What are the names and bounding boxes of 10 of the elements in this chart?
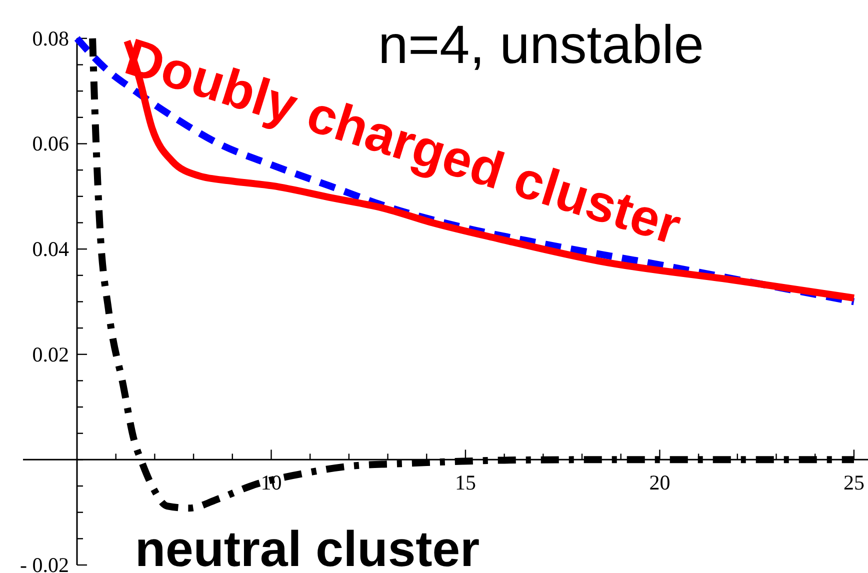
x-tick-label: 20 xyxy=(649,470,670,495)
x-tick-label: 25 xyxy=(843,470,864,495)
series-label: neutral cluster xyxy=(135,521,480,573)
y-tick-label: 0.02 xyxy=(32,342,69,366)
y-tick-label: 0.06 xyxy=(32,132,69,156)
x-tick-label: 15 xyxy=(454,470,476,495)
chart-title: n=4, unstable xyxy=(378,15,704,75)
y-tick-label: 0.08 xyxy=(32,26,69,50)
y-tick-label: - 0.02 xyxy=(20,553,69,573)
y-tick-label: 0.04 xyxy=(32,237,70,262)
